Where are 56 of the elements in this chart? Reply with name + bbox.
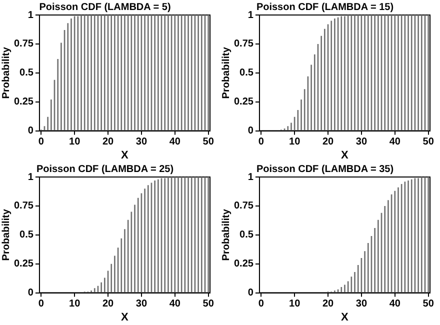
y-axis-title: Probability xyxy=(0,208,12,261)
y-axis-title: Probability xyxy=(0,46,12,99)
x-tick-label: 50 xyxy=(202,136,214,148)
chart-title: Poisson CDF (LAMBDA = 25) xyxy=(36,164,174,175)
y-tick-label: 0.5 xyxy=(240,68,254,79)
x-tick-label: 50 xyxy=(422,298,434,310)
x-tick-label: 50 xyxy=(202,298,214,310)
x-tick-label: 10 xyxy=(69,136,81,148)
x-tick-label: 30 xyxy=(356,298,368,310)
x-tick-label: 30 xyxy=(136,136,148,148)
y-axis-title: Probability xyxy=(220,208,232,261)
x-tick-label: 0 xyxy=(258,298,264,310)
y-tick-label: 0.25 xyxy=(14,258,34,270)
chart-title: Poisson CDF (LAMBDA = 35) xyxy=(256,164,394,175)
x-tick-label: 40 xyxy=(389,136,401,148)
x-tick-label: 30 xyxy=(356,136,368,148)
y-tick-label: 0 xyxy=(28,126,34,137)
y-tick-label: 0.5 xyxy=(240,230,254,241)
chart-title: Poisson CDF (LAMBDA = 5) xyxy=(39,2,171,13)
y-axis-title: Probability xyxy=(220,46,232,99)
y-tick-label: 0.5 xyxy=(20,68,34,79)
y-tick-label: 1 xyxy=(248,172,254,183)
x-tick-label: 30 xyxy=(136,298,148,310)
y-tick-label: 0.25 xyxy=(234,258,254,270)
y-tick-label: 0.75 xyxy=(14,38,34,50)
y-tick-label: 1 xyxy=(248,10,254,21)
y-tick-label: 0.75 xyxy=(234,200,254,212)
x-tick-label: 20 xyxy=(322,136,334,148)
x-tick-label: 10 xyxy=(289,298,301,310)
y-tick-label: 1 xyxy=(28,172,34,183)
x-tick-label: 0 xyxy=(258,136,264,148)
x-tick-label: 20 xyxy=(102,298,114,310)
y-tick-label: 1 xyxy=(28,10,34,21)
y-tick-label: 0.25 xyxy=(234,96,254,108)
x-tick-label: 10 xyxy=(69,298,81,310)
y-tick-label: 0 xyxy=(248,288,254,299)
y-tick-label: 0.75 xyxy=(14,200,34,212)
x-tick-label: 40 xyxy=(169,298,181,310)
y-tick-label: 0.25 xyxy=(14,96,34,108)
chart-title: Poisson CDF (LAMBDA = 15) xyxy=(256,2,394,13)
x-tick-label: 10 xyxy=(289,136,301,148)
x-tick-label: 20 xyxy=(322,298,334,310)
x-axis-title: X xyxy=(341,149,350,162)
y-tick-label: 0.75 xyxy=(234,38,254,50)
x-tick-label: 40 xyxy=(169,136,181,148)
x-tick-label: 0 xyxy=(38,298,44,310)
x-axis-title: X xyxy=(121,149,130,162)
x-tick-label: 20 xyxy=(102,136,114,148)
x-tick-label: 0 xyxy=(38,136,44,148)
y-tick-label: 0 xyxy=(28,288,34,299)
x-axis-title: X xyxy=(121,311,130,324)
y-tick-label: 0 xyxy=(248,126,254,137)
y-tick-label: 0.5 xyxy=(20,230,34,241)
x-tick-label: 40 xyxy=(389,298,401,310)
x-tick-label: 50 xyxy=(422,136,434,148)
x-axis-title: X xyxy=(341,311,350,324)
